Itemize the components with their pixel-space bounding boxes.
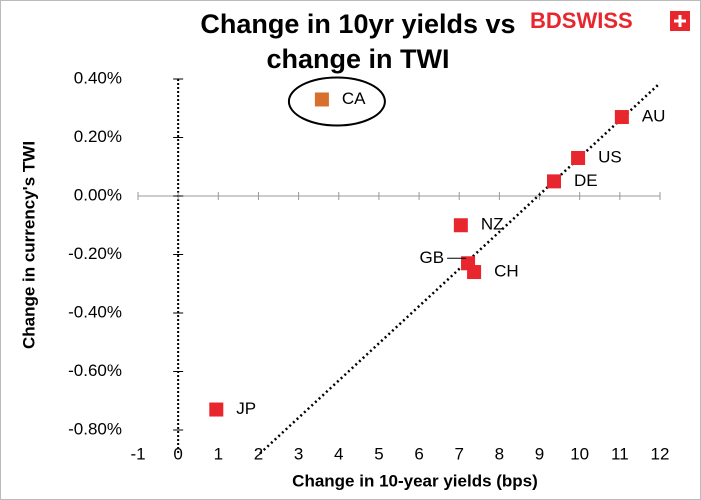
y-axis-title: Change in currency's TWI <box>19 141 38 349</box>
point-label: CH <box>494 262 519 281</box>
y-tick-label: 0.40% <box>74 68 122 87</box>
y-tick-label: -0.80% <box>68 419 122 438</box>
point-label: CA <box>342 89 366 108</box>
x-tick-label: 2 <box>254 444 263 463</box>
data-point <box>453 218 468 233</box>
x-tick-label: 7 <box>454 444 463 463</box>
x-tick-label: 6 <box>414 444 423 463</box>
y-tick-label: 0.00% <box>74 185 122 204</box>
point-label: GB <box>420 248 445 267</box>
x-tick-label: 5 <box>374 444 383 463</box>
point-label: NZ <box>481 215 504 234</box>
point-label: US <box>598 147 622 166</box>
x-tick-label: 9 <box>535 444 544 463</box>
highlight-ellipse <box>287 76 386 127</box>
x-tick-label: 3 <box>294 444 303 463</box>
x-tick-label: 11 <box>611 444 629 463</box>
x-tick-label: 8 <box>495 444 504 463</box>
data-point <box>546 174 561 189</box>
data-point <box>614 110 629 125</box>
x-tick-label: 1 <box>214 444 223 463</box>
x-tick-label: 0 <box>173 444 182 463</box>
logo: BDSWISS <box>530 8 633 33</box>
data-point <box>209 402 224 417</box>
chart-title: change in TWI <box>266 44 449 74</box>
y-tick-label: 0.20% <box>74 127 122 146</box>
point-label: DE <box>574 171 598 190</box>
y-tick-label: -0.20% <box>68 244 122 263</box>
y-tick-label: -0.60% <box>68 361 122 380</box>
point-label: AU <box>642 107 666 126</box>
x-axis-title: Change in 10-year yields (bps) <box>292 471 538 490</box>
x-tick-label: 12 <box>651 444 670 463</box>
point-label: JP <box>236 399 256 418</box>
trendline <box>259 82 661 455</box>
logo-cross <box>674 15 686 27</box>
data-point <box>571 150 586 165</box>
x-tick-label: -1 <box>130 444 145 463</box>
x-tick-label: 4 <box>334 444 343 463</box>
y-tick-label: -0.40% <box>68 302 122 321</box>
data-point <box>314 92 329 107</box>
data-point <box>467 265 482 280</box>
chart-title: Change in 10yr yields vs <box>200 9 515 39</box>
x-tick-label: 10 <box>570 444 589 463</box>
